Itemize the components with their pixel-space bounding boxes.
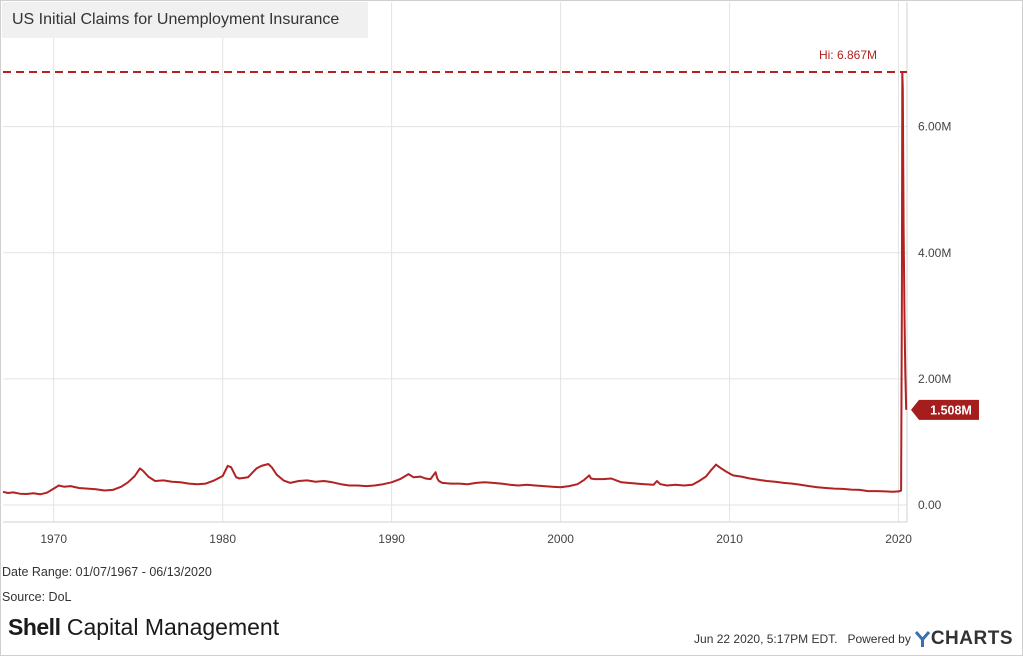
ycharts-logo-text: CHARTS (930, 628, 1013, 649)
grid-layer (3, 2, 907, 522)
x-tick-label: 1990 (378, 532, 405, 546)
y-tick-label: 6.00M (918, 120, 951, 134)
brand-bold-text: Shell (8, 614, 61, 640)
annotation-layer: Hi: 6.867M 1.508M (3, 48, 979, 420)
chart-title: US Initial Claims for Unemployment Insur… (12, 11, 340, 28)
date-range: Date Range: 01/07/1967 - 06/13/2020 (2, 565, 212, 579)
y-tick-label: 4.00M (918, 246, 951, 260)
brand-rest-text: Capital Management (60, 614, 280, 640)
x-tick-label: 2010 (716, 532, 743, 546)
y-tick-label: 2.00M (918, 372, 951, 386)
x-tick-label: 1970 (40, 532, 67, 546)
footer-right: Jun 22 2020, 5:17PM EDT. Powered by CHAR… (694, 628, 1013, 650)
source-label: Source: DoL (2, 590, 72, 604)
x-tick-label: 1980 (209, 532, 236, 546)
chart-title-box: US Initial Claims for Unemployment Insur… (2, 2, 368, 38)
brand-logo: Shell Capital Management (8, 614, 279, 641)
ycharts-y-icon (914, 630, 930, 647)
ycharts-logo-link[interactable]: CHARTS (914, 628, 1013, 650)
last-value-label: 1.508M (930, 403, 972, 417)
x-tick-label: 2000 (547, 532, 574, 546)
series-layer (2, 71, 908, 496)
powered-by-label: Powered by (847, 632, 911, 646)
x-tick-label: 2020 (885, 532, 912, 546)
y-tick-label: 0.00 (918, 498, 942, 512)
hi-label: Hi: 6.867M (819, 48, 877, 62)
footer-timestamp: Jun 22 2020, 5:17PM EDT. (694, 632, 838, 646)
series-line (2, 71, 908, 496)
last-value-badge (911, 399, 979, 420)
axis-layer: 1970 1980 1990 2000 2010 2020 0.00 2.00M 4.00M 6.… (3, 2, 951, 546)
